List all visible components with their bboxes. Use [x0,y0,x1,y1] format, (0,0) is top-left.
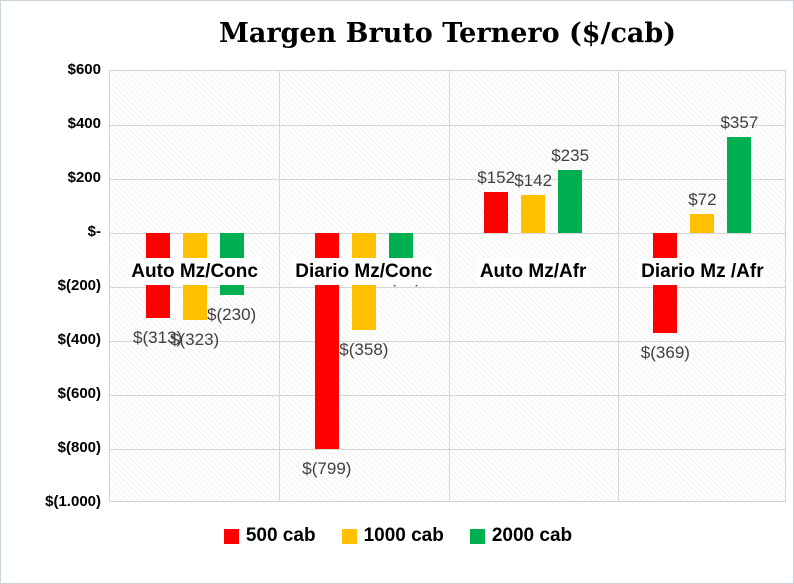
gridline-vertical [617,71,619,501]
gridline-vertical [279,71,281,501]
data-label: $(313) [133,327,183,347]
legend-swatch [341,528,357,544]
y-axis-tick-label: $(200) [57,277,101,294]
data-label: $72 [688,189,717,209]
bar-2000-cab-Diario-Mz-Conc [388,233,413,258]
legend-item: 2000 cab [469,525,573,547]
data-label: $152 [477,167,516,187]
y-axis-tick-label: $(600) [57,385,101,402]
chart-title: Margen Bruto Ternero ($/cab) [218,18,677,49]
y-axis-tick-label: $200 [67,169,101,186]
gridline-vertical [448,71,450,501]
legend: 500 cab 1000 cab 2000 cab [1,525,794,547]
gridline-horizontal [110,287,785,288]
bar-1000-cab-Diario-Mz-Afr [690,213,715,233]
y-axis-tick-label: $400 [67,115,101,132]
gridline-horizontal [110,125,785,126]
data-label: $357 [720,112,759,132]
y-axis-tick-label: $- [87,223,101,240]
data-label: $235 [551,145,590,165]
category-label: Auto Mz/Conc [128,258,261,285]
data-label: $(323) [170,330,220,350]
category-label: Diario Mz/Conc [292,258,436,285]
category-label: Diario Mz /Afr [638,258,767,285]
legend-swatch [469,528,485,544]
category-label: Auto Mz/Afr [476,258,590,285]
bar-2000-cab-Diario-Mz-Afr [727,136,752,233]
data-label: $(230) [207,305,257,325]
plot-area: $(313) $(799) $152 $(369) $(323) $(358) $142 $7… [109,70,786,502]
y-axis-tick-label: $(400) [57,331,101,348]
data-label: $(369) [640,342,690,362]
gridline-horizontal [110,395,785,396]
bar-500-cab-Auto-Mz-Afr [484,191,509,233]
legend-label: 1000 cab [363,525,444,546]
data-label: $(799) [302,458,352,478]
data-label: $(358) [339,339,389,359]
gridline-horizontal [110,341,785,342]
y-axis-tick-label: $600 [67,61,101,78]
gridline-horizontal [110,179,785,180]
bar-2000-cab-Auto-Mz-Afr [558,169,583,233]
data-label: $142 [514,170,553,190]
legend-label: 500 cab [245,525,316,546]
y-axis-tick-label: $(1.000) [45,493,101,510]
y-axis-tick-label: $(800) [57,439,101,456]
gridline-horizontal [110,449,785,450]
legend-item: 500 cab [223,525,316,547]
bar-1000-cab-Auto-Mz-Afr [521,194,546,233]
gridline-horizontal [110,233,785,234]
legend-label: 2000 cab [491,525,573,546]
legend-item: 1000 cab [341,525,444,547]
legend-swatch [223,528,239,544]
